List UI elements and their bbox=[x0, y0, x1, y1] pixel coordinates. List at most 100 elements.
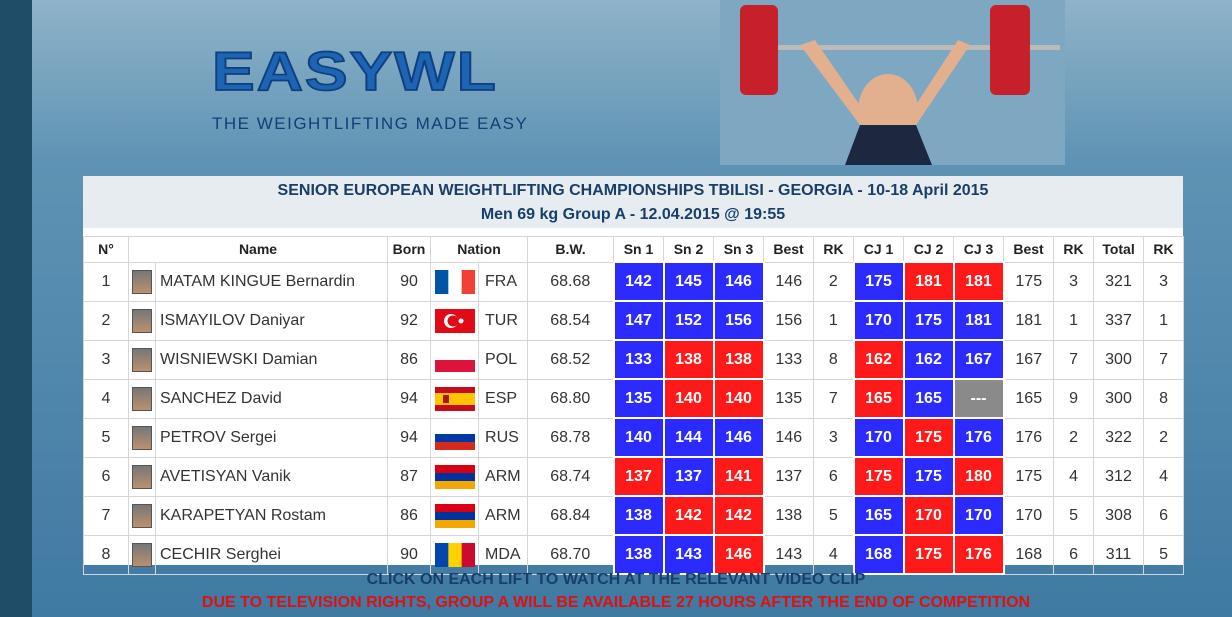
table-body: 1 MATAM KINGUE Bernardin 90 FRA 68.68 142 145 1… bbox=[83, 261, 1185, 575]
lift-cell[interactable]: 145 bbox=[662, 261, 715, 302]
lift-cell[interactable]: 162 bbox=[902, 339, 955, 380]
column-header: RK bbox=[813, 236, 855, 263]
cell: 7 bbox=[1053, 339, 1095, 380]
cell: 4 bbox=[1053, 456, 1095, 497]
column-header: Name bbox=[127, 236, 389, 263]
flag bbox=[430, 417, 480, 458]
column-header: Total bbox=[1093, 236, 1145, 263]
cell: RUS bbox=[478, 417, 529, 458]
cell: CECHIR Serghei bbox=[154, 534, 389, 575]
lift-cell[interactable]: 142 bbox=[612, 261, 665, 302]
lift-cell[interactable]: 175 bbox=[852, 456, 905, 497]
cell: 2 bbox=[1053, 417, 1095, 458]
lift-cell[interactable]: 138 bbox=[662, 339, 715, 380]
cell: KARAPETYAN Rostam bbox=[154, 495, 389, 536]
column-header: CJ 1 bbox=[853, 236, 905, 263]
lift-cell[interactable]: 146 bbox=[712, 261, 765, 302]
athlete-photo bbox=[128, 495, 156, 536]
cell: 2 bbox=[1143, 417, 1185, 458]
lift-cell[interactable]: 142 bbox=[712, 495, 765, 536]
flag bbox=[430, 339, 480, 380]
cell: ARM bbox=[478, 495, 529, 536]
lift-cell[interactable]: 144 bbox=[662, 417, 715, 458]
lift-cell[interactable]: 138 bbox=[612, 534, 665, 575]
cell: 1 bbox=[83, 261, 129, 302]
lift-cell[interactable]: 141 bbox=[712, 456, 765, 497]
column-header: CJ 3 bbox=[953, 236, 1005, 263]
cell: TUR bbox=[478, 300, 529, 341]
lift-cell[interactable]: 176 bbox=[952, 417, 1005, 458]
lift-cell[interactable]: 175 bbox=[902, 534, 955, 575]
lift-cell[interactable]: 140 bbox=[662, 378, 715, 419]
lift-cell[interactable]: 170 bbox=[952, 495, 1005, 536]
lift-cell[interactable]: 165 bbox=[852, 495, 905, 536]
lift-cell[interactable]: 181 bbox=[952, 300, 1005, 341]
lift-cell[interactable]: 162 bbox=[852, 339, 905, 380]
column-header: Best bbox=[763, 236, 815, 263]
title-box: SENIOR EUROPEAN WEIGHTLIFTING CHAMPIONSH… bbox=[83, 176, 1183, 228]
column-header: Nation bbox=[430, 236, 529, 263]
lift-cell[interactable]: 181 bbox=[902, 261, 955, 302]
lift-cell[interactable]: 156 bbox=[712, 300, 765, 341]
lift-cell[interactable]: 138 bbox=[612, 495, 665, 536]
cell: 87 bbox=[387, 456, 432, 497]
cell: 7 bbox=[1143, 339, 1185, 380]
cell: 68.68 bbox=[527, 261, 615, 302]
lift-cell[interactable]: 143 bbox=[662, 534, 715, 575]
lift-cell[interactable]: 170 bbox=[852, 300, 905, 341]
side-strip bbox=[0, 0, 32, 617]
lift-cell[interactable]: 176 bbox=[952, 534, 1005, 575]
column-header: B.W. bbox=[527, 236, 615, 263]
cell: 4 bbox=[813, 534, 855, 575]
title: SENIOR EUROPEAN WEIGHTLIFTING CHAMPIONSH… bbox=[277, 182, 989, 199]
cell: 322 bbox=[1093, 417, 1145, 458]
cell: 135 bbox=[763, 378, 815, 419]
lift-cell[interactable]: 167 bbox=[952, 339, 1005, 380]
lift-cell[interactable]: 140 bbox=[712, 378, 765, 419]
cell: 68.54 bbox=[527, 300, 615, 341]
lift-cell[interactable]: 135 bbox=[612, 378, 665, 419]
cell: 146 bbox=[763, 261, 815, 302]
lift-cell[interactable]: 168 bbox=[852, 534, 905, 575]
lift-cell[interactable]: 175 bbox=[902, 417, 955, 458]
cell: POL bbox=[478, 339, 529, 380]
athlete-row: 3 WISNIEWSKI Damian 86 POL 68.52 133 138 138 133… bbox=[83, 339, 1185, 380]
cell: 133 bbox=[763, 339, 815, 380]
cell: 308 bbox=[1093, 495, 1145, 536]
lift-cell[interactable]: 180 bbox=[952, 456, 1005, 497]
lift-cell[interactable]: 133 bbox=[612, 339, 665, 380]
results-table: N° Name Born Nation B.W. Sn 1 Sn 2 Sn 3 Best RK CJ… bbox=[83, 236, 1185, 575]
lift-cell[interactable]: 137 bbox=[612, 456, 665, 497]
lift-cell[interactable]: 152 bbox=[662, 300, 715, 341]
cell: 300 bbox=[1093, 378, 1145, 419]
lift-cell[interactable]: 175 bbox=[902, 300, 955, 341]
lift-cell[interactable]: 175 bbox=[902, 456, 955, 497]
cell: 68.74 bbox=[527, 456, 615, 497]
cell: 92 bbox=[387, 300, 432, 341]
athlete-photo bbox=[128, 300, 156, 341]
lift-cell[interactable]: 170 bbox=[902, 495, 955, 536]
cell: 165 bbox=[1003, 378, 1055, 419]
lift-cell[interactable]: 140 bbox=[612, 417, 665, 458]
footer-note: CLICK ON EACH LIFT TO WATCH AT THE RELEV… bbox=[366, 571, 866, 588]
lift-cell[interactable]: --- bbox=[952, 378, 1005, 419]
athlete-photo bbox=[128, 261, 156, 302]
cell: PETROV Sergei bbox=[154, 417, 389, 458]
lift-cell[interactable]: 147 bbox=[612, 300, 665, 341]
lift-cell[interactable]: 170 bbox=[852, 417, 905, 458]
cell: MATAM KINGUE Bernardin bbox=[154, 261, 389, 302]
lift-cell[interactable]: 146 bbox=[712, 417, 765, 458]
lift-cell[interactable]: 175 bbox=[852, 261, 905, 302]
lift-cell[interactable]: 146 bbox=[712, 534, 765, 575]
cell: 6 bbox=[83, 456, 129, 497]
lift-cell[interactable]: 138 bbox=[712, 339, 765, 380]
cell: 90 bbox=[387, 261, 432, 302]
lift-cell[interactable]: 165 bbox=[852, 378, 905, 419]
column-header: Sn 3 bbox=[713, 236, 765, 263]
cell: MDA bbox=[478, 534, 529, 575]
lift-cell[interactable]: 137 bbox=[662, 456, 715, 497]
lift-cell[interactable]: 142 bbox=[662, 495, 715, 536]
lift-cell[interactable]: 181 bbox=[952, 261, 1005, 302]
column-header: N° bbox=[83, 236, 129, 263]
lift-cell[interactable]: 165 bbox=[902, 378, 955, 419]
